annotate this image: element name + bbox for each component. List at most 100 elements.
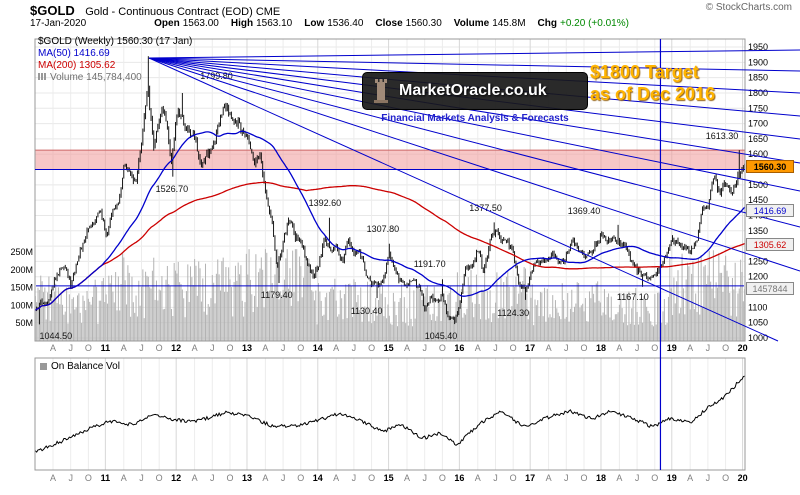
svg-text:1307.80: 1307.80: [367, 224, 400, 234]
svg-text:1350: 1350: [748, 226, 768, 236]
svg-text:1100: 1100: [748, 302, 767, 312]
svg-text:13: 13: [242, 473, 252, 483]
svg-text:1377.50: 1377.50: [469, 203, 502, 213]
svg-text:1000: 1000: [748, 333, 768, 343]
svg-text:100M: 100M: [10, 300, 33, 310]
svg-text:14: 14: [313, 473, 323, 483]
svg-text:J: J: [68, 343, 73, 353]
svg-text:O: O: [439, 343, 446, 353]
svg-text:A: A: [475, 343, 481, 353]
svg-text:1600: 1600: [748, 149, 768, 159]
svg-text:J: J: [493, 343, 498, 353]
svg-text:J: J: [281, 473, 286, 483]
svg-text:A: A: [687, 473, 693, 483]
svg-text:J: J: [68, 473, 73, 483]
svg-text:1799.80: 1799.80: [200, 71, 233, 81]
svg-text:O: O: [439, 473, 446, 483]
svg-text:J: J: [139, 473, 144, 483]
svg-text:18: 18: [596, 473, 606, 483]
svg-text:1179.40: 1179.40: [261, 290, 293, 300]
svg-text:A: A: [262, 473, 268, 483]
quote-chg: Chg +0.20 (+0.01%): [537, 18, 629, 29]
svg-text:1650: 1650: [748, 134, 768, 144]
svg-text:12: 12: [171, 473, 181, 483]
quote-low: Low 1536.40: [304, 18, 364, 29]
svg-text:14: 14: [313, 343, 323, 353]
svg-text:16: 16: [454, 343, 464, 353]
svg-text:A: A: [404, 343, 410, 353]
price-target-annotation: $1800 Target as of Dec 2016: [590, 61, 715, 105]
svg-text:O: O: [156, 343, 163, 353]
svg-text:1500: 1500: [748, 180, 768, 190]
svg-text:1900: 1900: [748, 57, 768, 67]
svg-text:O: O: [510, 473, 517, 483]
svg-text:1191.70: 1191.70: [414, 259, 446, 269]
svg-text:1045.40: 1045.40: [425, 331, 458, 341]
svg-text:J: J: [422, 473, 427, 483]
svg-text:1392.60: 1392.60: [309, 198, 342, 208]
svg-text:1369.40: 1369.40: [568, 206, 601, 216]
svg-text:200M: 200M: [10, 265, 33, 275]
svg-text:1526.70: 1526.70: [156, 184, 189, 194]
svg-text:J: J: [635, 473, 640, 483]
svg-text:250M: 250M: [10, 247, 33, 257]
svg-text:1613.30: 1613.30: [706, 131, 739, 141]
svg-text:O: O: [226, 343, 233, 353]
svg-text:1200: 1200: [748, 272, 768, 282]
svg-text:O: O: [651, 343, 658, 353]
svg-text:A: A: [333, 473, 339, 483]
svg-text:J: J: [422, 343, 427, 353]
svg-text:1130.40: 1130.40: [351, 306, 383, 316]
svg-text:O: O: [368, 343, 375, 353]
svg-text:1250: 1250: [748, 256, 768, 266]
target-line-1: $1800 Target: [590, 62, 699, 82]
svg-text:150M: 150M: [10, 283, 33, 293]
svg-text:J: J: [635, 343, 640, 353]
quote-line: 17-Jan-2020 Open 1563.00 High 1563.10 Low 1536…: [30, 18, 792, 29]
svg-text:1450: 1450: [748, 195, 768, 205]
svg-text:1950: 1950: [748, 42, 768, 52]
svg-text:16: 16: [454, 473, 464, 483]
quote-row: Open 1563.00 High 1563.10 Low 1536.40 Close 156…: [154, 18, 641, 29]
quote-high: High 1563.10: [230, 18, 293, 29]
svg-text:O: O: [722, 343, 729, 353]
svg-text:19: 19: [667, 473, 677, 483]
target-line-2: as of Dec 2016: [590, 84, 716, 104]
axis-price-box: 1416.69: [746, 203, 794, 217]
obv-legend: On Balance Vol: [40, 361, 120, 372]
svg-text:O: O: [580, 473, 587, 483]
tower-icon: [374, 79, 388, 103]
svg-text:A: A: [616, 343, 622, 353]
legend-volume-label: Volume 145,784,400: [50, 72, 142, 83]
svg-text:A: A: [192, 343, 198, 353]
svg-text:A: A: [50, 343, 56, 353]
quote-close: Close 1560.30: [375, 18, 442, 29]
svg-text:A: A: [546, 473, 552, 483]
svg-text:O: O: [651, 473, 658, 483]
logo-subtitle: Financial Markets Analysis & Forecasts: [381, 113, 569, 124]
svg-text:O: O: [722, 473, 729, 483]
svg-text:19: 19: [667, 343, 677, 353]
svg-text:20: 20: [738, 473, 748, 483]
svg-text:O: O: [297, 343, 304, 353]
legend-ma50: MA(50) 1416.69: [38, 48, 110, 59]
svg-text:J: J: [706, 343, 711, 353]
obv-series-icon: [40, 363, 47, 370]
quote-volume: Volume 145.8M: [453, 18, 526, 29]
volume-bars-icon: [38, 73, 47, 80]
svg-text:1750: 1750: [748, 103, 768, 113]
legend-symbol: $GOLD (Weekly) 1560.30 (17 Jan): [38, 36, 193, 47]
svg-text:O: O: [156, 473, 163, 483]
svg-text:11: 11: [101, 343, 111, 353]
svg-text:O: O: [85, 473, 92, 483]
svg-text:A: A: [121, 343, 127, 353]
svg-text:17: 17: [525, 343, 535, 353]
svg-text:1124.30: 1124.30: [497, 308, 529, 318]
svg-text:O: O: [368, 473, 375, 483]
quote-date: 17-Jan-2020: [30, 18, 87, 29]
chart-legend: $GOLD (Weekly) 1560.30 (17 Jan) MA(50) 1…: [38, 36, 192, 84]
svg-text:1167.10: 1167.10: [617, 292, 649, 302]
axis-price-box: 1560.30: [746, 159, 794, 173]
svg-text:J: J: [281, 343, 286, 353]
